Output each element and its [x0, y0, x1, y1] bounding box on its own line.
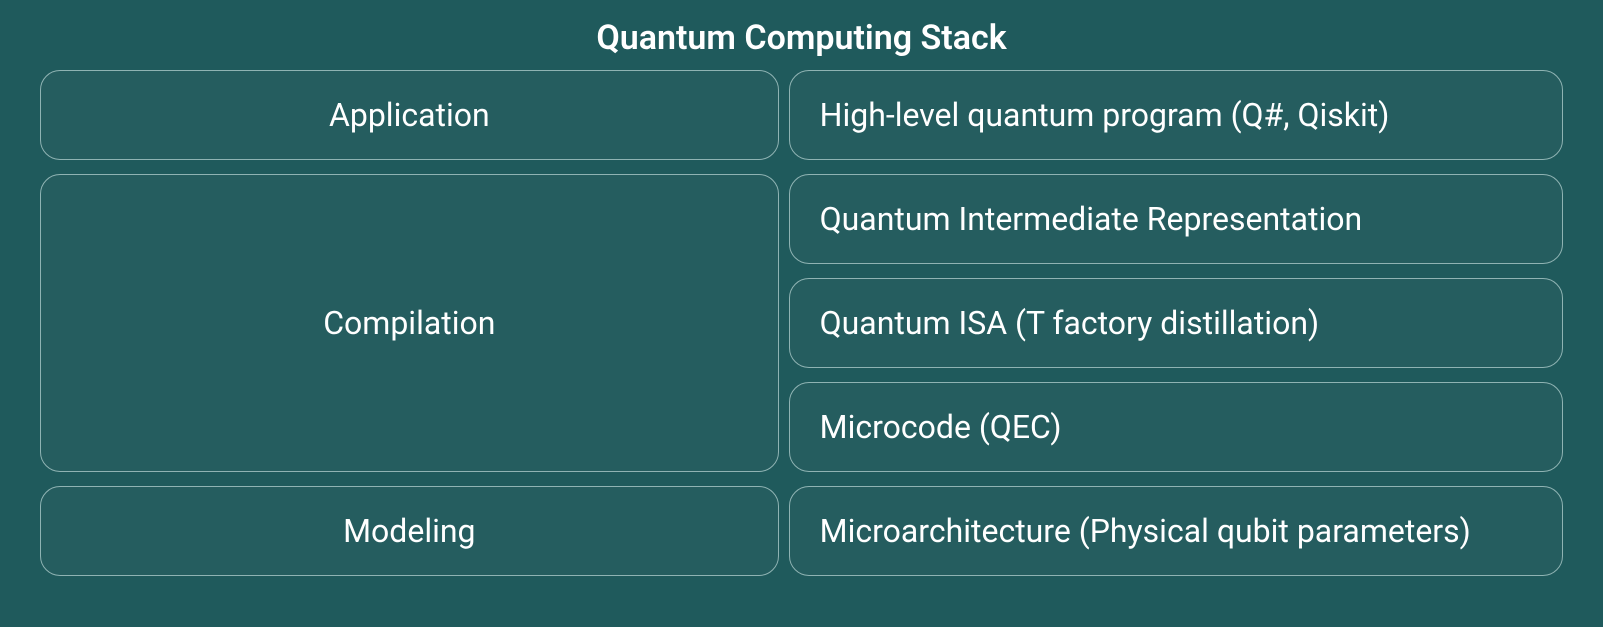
- right-cell-label: Quantum ISA (T factory distillation): [820, 304, 1319, 342]
- left-column: Application Compilation Modeling: [40, 70, 779, 627]
- left-cell-label: Modeling: [343, 512, 475, 550]
- diagram-grid: Application Compilation Modeling High-le…: [0, 70, 1603, 627]
- right-cell-microarch: Microarchitecture (Physical qubit parame…: [789, 486, 1563, 576]
- left-cell-label: Compilation: [323, 304, 495, 342]
- right-cell-label: Microarchitecture (Physical qubit parame…: [820, 512, 1471, 550]
- left-cell-application: Application: [40, 70, 779, 160]
- right-cell-label: High-level quantum program (Q#, Qiskit): [820, 96, 1390, 134]
- right-cell-qir: Quantum Intermediate Representation: [789, 174, 1563, 264]
- diagram-title: Quantum Computing Stack: [596, 18, 1006, 58]
- left-cell-modeling: Modeling: [40, 486, 779, 576]
- right-cell-high-level: High-level quantum program (Q#, Qiskit): [789, 70, 1563, 160]
- right-cell-label: Quantum Intermediate Representation: [820, 200, 1363, 238]
- right-cell-label: Microcode (QEC): [820, 408, 1062, 446]
- right-cell-microcode: Microcode (QEC): [789, 382, 1563, 472]
- right-column: High-level quantum program (Q#, Qiskit) …: [789, 70, 1563, 627]
- left-cell-label: Application: [329, 96, 490, 134]
- right-cell-qisa: Quantum ISA (T factory distillation): [789, 278, 1563, 368]
- left-cell-compilation: Compilation: [40, 174, 779, 472]
- diagram-canvas: Quantum Computing Stack Application Comp…: [0, 0, 1603, 627]
